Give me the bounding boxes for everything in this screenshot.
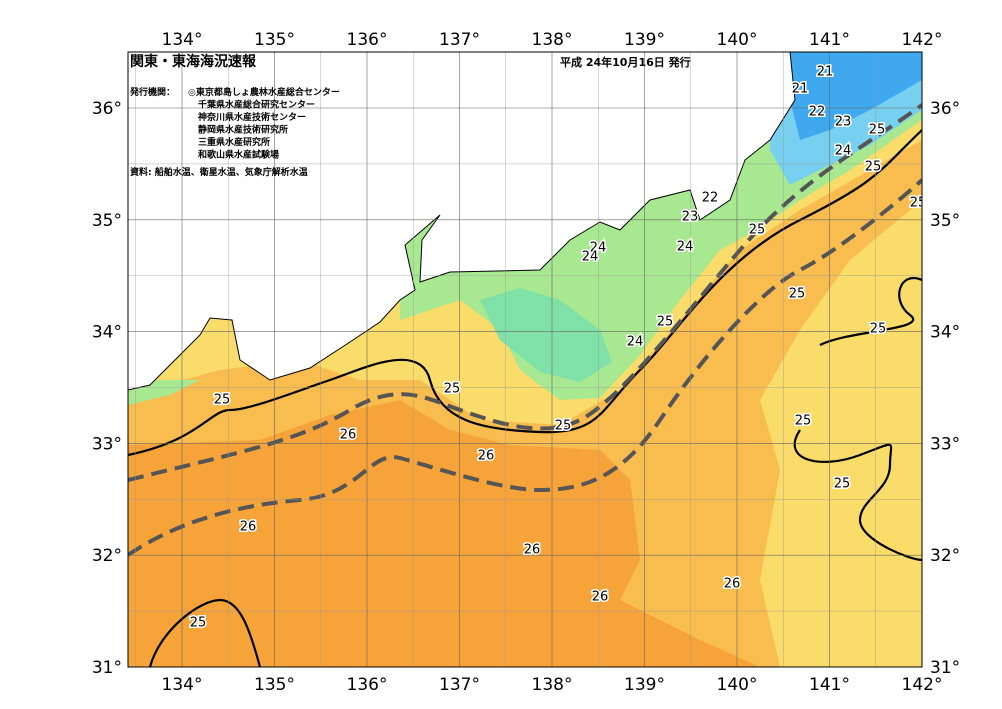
contour-label: 26 (592, 590, 609, 605)
lon-tick-label: 141° (809, 30, 850, 50)
contour-label: 25 (555, 419, 572, 434)
contour-label: 24 (677, 240, 694, 255)
lon-tick-label: 136° (347, 675, 388, 695)
map-area: 2121222325242522232424242525252525242525… (128, 52, 927, 667)
zone-23 (480, 288, 612, 382)
lon-tick-label: 134° (162, 30, 203, 50)
lon-tick-label: 135° (254, 30, 295, 50)
title: 関東・東海海況速報 (130, 53, 257, 70)
lon-tick-label: 142° (902, 675, 943, 695)
issuer: 三重県水産研究所 (198, 136, 270, 148)
lon-tick-label: 140° (717, 675, 758, 695)
contour-label: 25 (190, 616, 207, 631)
issuer: 神奈川県水産技術センター (198, 111, 306, 123)
lon-tick-label: 138° (532, 675, 573, 695)
contour-label: 26 (340, 428, 357, 443)
lat-tick-label: 35° (930, 211, 960, 231)
contour-label: 25 (865, 160, 882, 175)
land (128, 52, 796, 391)
lat-tick-label: 36° (930, 99, 960, 119)
issuer-label: 発行機関： (129, 86, 175, 98)
contour-label: 25 (789, 287, 806, 302)
contour-label: 24 (590, 241, 607, 256)
contour-label: 23 (682, 210, 699, 225)
lat-tick-label: 32° (930, 546, 960, 566)
contour-label: 25 (214, 393, 231, 408)
contour-label: 26 (240, 520, 257, 535)
contour-label: 23 (835, 115, 852, 130)
lon-tick-label: 134° (162, 675, 203, 695)
lon-tick-label: 138° (532, 30, 573, 50)
lat-tick-label: 31° (92, 658, 122, 678)
issuer: ◎東京都島しょ農林水産総合センター (188, 86, 340, 98)
lon-tick-label: 140° (717, 30, 758, 50)
issuer: 和歌山県水産試験場 (197, 149, 279, 161)
contour-label: 21 (792, 82, 809, 97)
contour-label: 25 (834, 477, 851, 492)
lat-tick-label: 33° (92, 434, 122, 454)
lon-tick-label: 142° (902, 30, 943, 50)
contour-label: 26 (524, 543, 541, 558)
zone-21 (780, 52, 922, 140)
contour-label: 25 (444, 382, 461, 397)
map-frame (127, 51, 923, 668)
contour-label: 25 (657, 315, 674, 330)
lat-tick-label: 34° (92, 323, 122, 343)
issuer: 千葉県水産総合研究センター (198, 99, 315, 111)
lat-tick-label: 32° (92, 546, 122, 566)
lat-tick-label: 31° (930, 658, 960, 678)
contour-25 (128, 129, 922, 667)
lon-tick-label: 139° (624, 675, 665, 695)
contour-label: 26 (478, 449, 495, 464)
contour-label: 24 (582, 250, 599, 265)
zone-25-east (760, 200, 922, 667)
lon-tick-label: 135° (254, 675, 295, 695)
lat-tick-label: 35° (92, 211, 122, 231)
current-axis (128, 103, 922, 482)
contour-label: 25 (869, 123, 886, 138)
contour-label: 24 (627, 335, 644, 350)
source: 資料: 船舶水温、衛星水温、気象庁解析水温 (130, 166, 308, 178)
lon-tick-label: 139° (624, 30, 665, 50)
contour-label: 25 (749, 223, 766, 238)
contour-label: 22 (702, 191, 719, 206)
lon-tick-label: 137° (439, 675, 480, 695)
lat-tick-label: 34° (930, 323, 960, 343)
contour-label: 25 (910, 196, 927, 211)
contour-label: 21 (817, 65, 834, 80)
contour-label: 25 (795, 414, 812, 429)
lat-tick-label: 36° (92, 99, 122, 119)
lon-tick-label: 137° (439, 30, 480, 50)
lat-tick-label: 33° (930, 434, 960, 454)
contour-label: 22 (809, 105, 826, 120)
contour-label: 26 (724, 577, 741, 592)
contour-label: 25 (870, 322, 887, 337)
contour-label: 24 (835, 144, 852, 159)
issuer: 静岡県水産技術研究所 (198, 124, 288, 136)
date: 平成 24年10月16日 発行 (560, 55, 691, 69)
current-axis (128, 178, 922, 557)
lon-tick-label: 136° (347, 30, 388, 50)
lon-tick-label: 141° (809, 675, 850, 695)
